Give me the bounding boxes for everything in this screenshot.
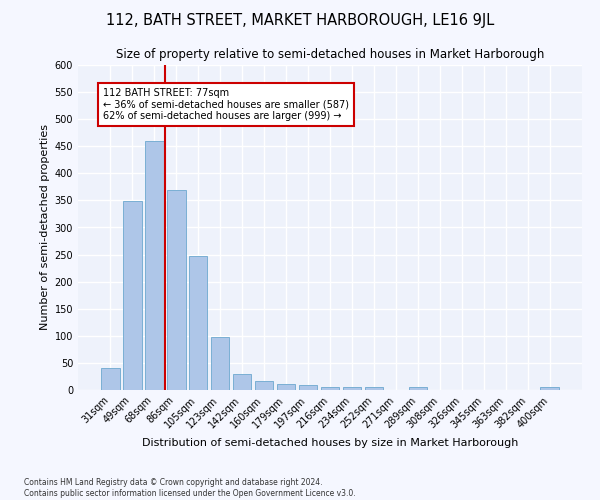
Bar	[255, 382, 274, 390]
Bar	[145, 141, 164, 390]
Bar	[299, 385, 317, 390]
Bar	[277, 384, 295, 390]
Bar	[320, 387, 340, 390]
Bar	[343, 388, 361, 390]
Text: Contains HM Land Registry data © Crown copyright and database right 2024.
Contai: Contains HM Land Registry data © Crown c…	[24, 478, 356, 498]
Bar	[189, 256, 208, 390]
Bar	[365, 388, 383, 390]
Y-axis label: Number of semi-detached properties: Number of semi-detached properties	[40, 124, 50, 330]
Bar	[233, 374, 251, 390]
Bar	[211, 337, 229, 390]
Bar	[541, 387, 559, 390]
Text: 112, BATH STREET, MARKET HARBOROUGH, LE16 9JL: 112, BATH STREET, MARKET HARBOROUGH, LE1…	[106, 12, 494, 28]
Bar	[167, 190, 185, 390]
Bar	[409, 387, 427, 390]
Text: 112 BATH STREET: 77sqm
← 36% of semi-detached houses are smaller (587)
62% of se: 112 BATH STREET: 77sqm ← 36% of semi-det…	[103, 88, 349, 121]
Title: Size of property relative to semi-detached houses in Market Harborough: Size of property relative to semi-detach…	[116, 48, 544, 61]
X-axis label: Distribution of semi-detached houses by size in Market Harborough: Distribution of semi-detached houses by …	[142, 438, 518, 448]
Bar	[101, 368, 119, 390]
Bar	[123, 202, 142, 390]
